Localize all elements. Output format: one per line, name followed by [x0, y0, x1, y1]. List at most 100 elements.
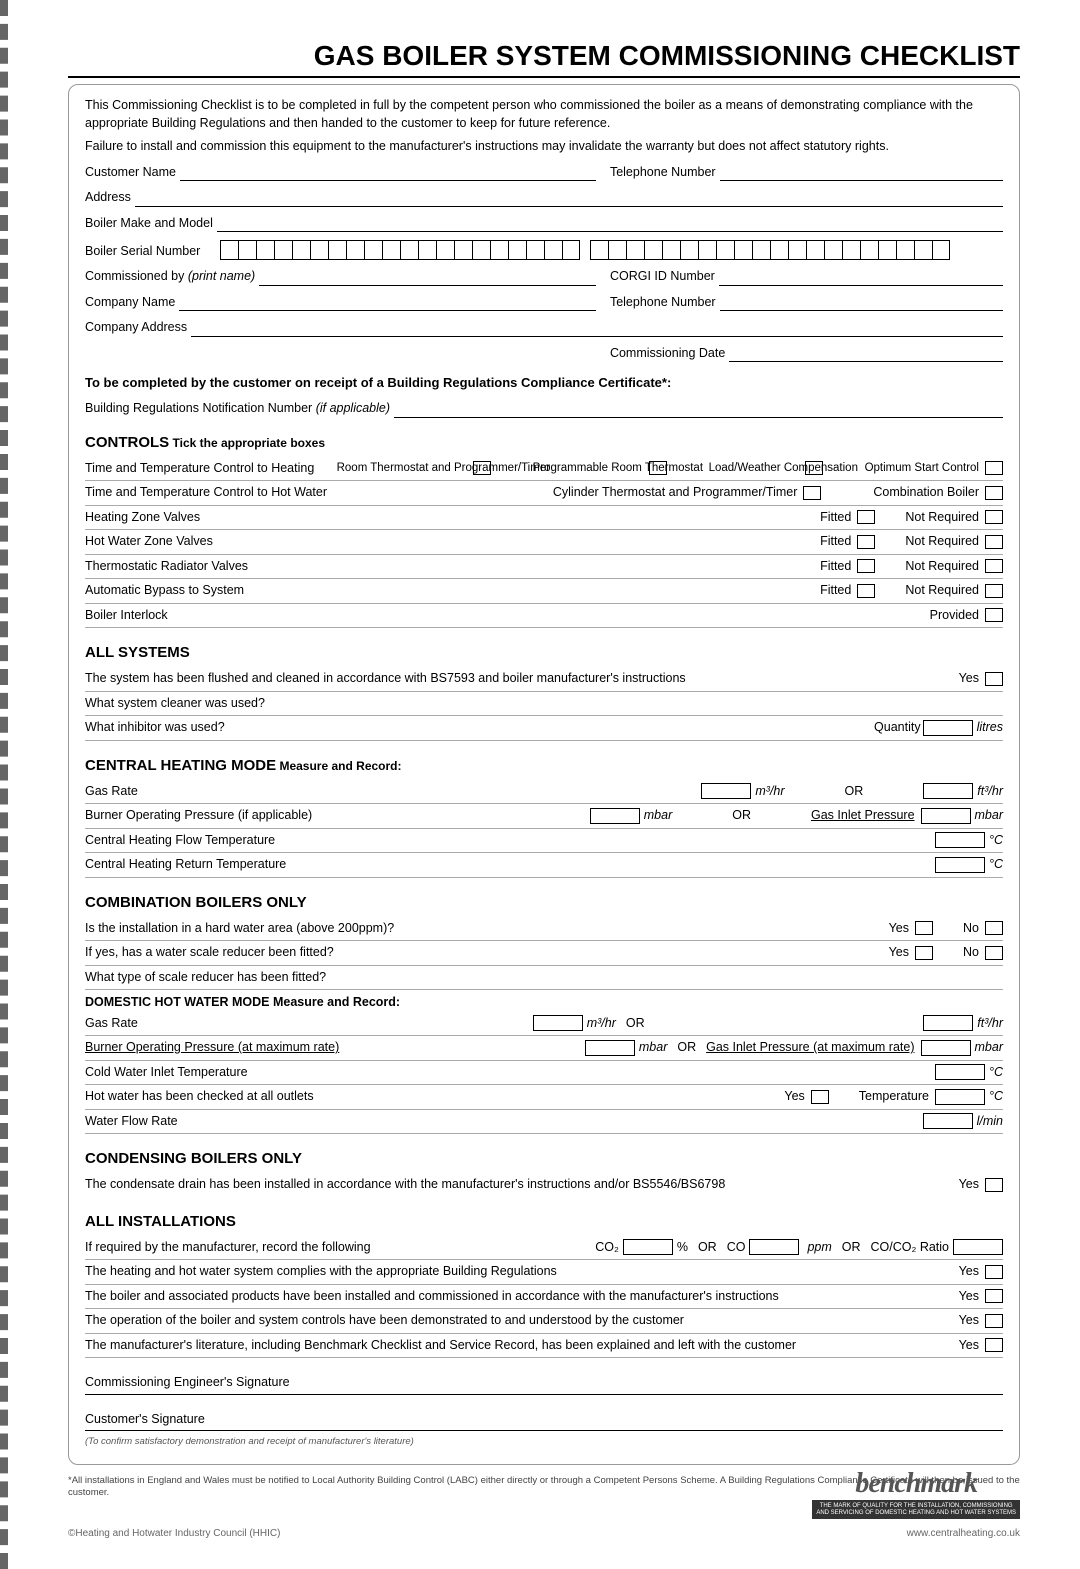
- ch-burner-label: Burner Operating Pressure (if applicable…: [85, 807, 590, 825]
- chk-hw-no[interactable]: [985, 921, 1003, 935]
- lmin-unit: l/min: [977, 1113, 1003, 1131]
- controls-row-0: Heating Zone Valves: [85, 509, 814, 527]
- dhw-burner-mbar[interactable]: [585, 1040, 635, 1056]
- chk-flush-yes[interactable]: [985, 672, 1003, 686]
- controls-row-4: Boiler Interlock: [85, 607, 804, 625]
- ch-gas-rate-label: Gas Rate: [85, 783, 701, 801]
- boiler-make-input[interactable]: [217, 218, 1003, 232]
- chk-0-a[interactable]: [857, 510, 875, 524]
- company-address-input[interactable]: [191, 323, 1003, 337]
- dhw-gas-rate-ft3[interactable]: [923, 1015, 973, 1031]
- dhw-gas-rate-m3[interactable]: [533, 1015, 583, 1031]
- chk-combi-boiler[interactable]: [985, 486, 1003, 500]
- cleaner-label: What system cleaner was used?: [85, 695, 1003, 713]
- chk-prog-rt[interactable]: [649, 461, 667, 475]
- corgi-id-input[interactable]: [719, 272, 1003, 286]
- hot-checked-label: Hot water has been checked at all outlet…: [85, 1088, 784, 1106]
- chk-sr-no[interactable]: [985, 946, 1003, 960]
- chk-cond-yes[interactable]: [985, 1178, 1003, 1192]
- chk-3-a[interactable]: [857, 584, 875, 598]
- temp-input[interactable]: [935, 1089, 985, 1105]
- cold-inlet-input[interactable]: [935, 1064, 985, 1080]
- heating-control-label: Time and Temperature Control to Heating: [85, 460, 331, 478]
- qty-input[interactable]: [923, 720, 973, 736]
- or-4: OR: [677, 1039, 696, 1057]
- dhw-inlet-mbar[interactable]: [921, 1040, 971, 1056]
- intro-p1: This Commissioning Checklist is to be co…: [85, 97, 1003, 132]
- opt-prog-rt: Programmable Room Thermostat: [533, 462, 643, 475]
- company-name-label: Company Name: [85, 294, 175, 312]
- opt-cyl-thermo: Cylinder Thermostat and Programmer/Timer: [553, 484, 798, 502]
- boiler-make-label: Boiler Make and Model: [85, 215, 213, 233]
- mbar-4: mbar: [975, 1039, 1003, 1057]
- hw-yes: Yes: [889, 920, 909, 938]
- chk-hot-yes[interactable]: [811, 1090, 829, 1104]
- or-5: OR: [698, 1239, 717, 1257]
- ch-inlet-mbar[interactable]: [921, 808, 971, 824]
- ch-return-temp-label: Central Heating Return Temperature: [85, 856, 935, 874]
- chk-lw-comp[interactable]: [805, 461, 823, 475]
- sr-yes: Yes: [889, 944, 909, 962]
- co2-input[interactable]: [623, 1239, 673, 1255]
- chk-0-b[interactable]: [985, 510, 1003, 524]
- opt-rt-pt: Room Thermostat and Programmer/Timer: [337, 462, 467, 475]
- company-tel-label: Telephone Number: [610, 294, 716, 312]
- ch-flow-temp-input[interactable]: [935, 832, 985, 848]
- dhw-burner-label: Burner Operating Pressure (at maximum ra…: [85, 1039, 585, 1057]
- chk-r5[interactable]: [985, 1338, 1003, 1352]
- chk-cyl-thermo[interactable]: [803, 486, 821, 500]
- condensate-label: The condensate drain has been installed …: [85, 1176, 953, 1194]
- commissioned-by-input[interactable]: [259, 272, 596, 286]
- ch-gas-rate-ft3[interactable]: [923, 783, 973, 799]
- or-label: OR: [845, 783, 864, 801]
- company-address-label: Company Address: [85, 319, 187, 337]
- chk-sr-yes[interactable]: [915, 946, 933, 960]
- degc-4: °C: [989, 1088, 1003, 1106]
- customer-name-input[interactable]: [180, 167, 596, 181]
- page-title: GAS BOILER SYSTEM COMMISSIONING CHECKLIS…: [68, 40, 1020, 78]
- ratio-input[interactable]: [953, 1239, 1003, 1255]
- opt-opt-start: Optimum Start Control: [865, 462, 979, 475]
- chk-3-b[interactable]: [985, 584, 1003, 598]
- chk-r3[interactable]: [985, 1289, 1003, 1303]
- ratio-label: CO/CO₂ Ratio: [871, 1239, 949, 1257]
- ch-heading: CENTRAL HEATING MODE Measure and Record:: [85, 755, 1003, 776]
- chk-rt-pt[interactable]: [473, 461, 491, 475]
- installed-label: The boiler and associated products have …: [85, 1288, 953, 1306]
- chk-1-a[interactable]: [857, 535, 875, 549]
- brn-input[interactable]: [394, 404, 1003, 418]
- company-name-input[interactable]: [179, 297, 596, 311]
- ch-burner-mbar[interactable]: [590, 808, 640, 824]
- complies-label: The heating and hot water system complie…: [85, 1263, 953, 1281]
- r5-yes: Yes: [959, 1337, 979, 1355]
- engineer-signature[interactable]: Commissioning Engineer's Signature: [85, 1358, 1003, 1395]
- co-input[interactable]: [749, 1239, 799, 1255]
- telephone-input[interactable]: [720, 167, 1003, 181]
- chk-4-b[interactable]: [985, 608, 1003, 622]
- chk-2-a[interactable]: [857, 559, 875, 573]
- or-label-2: OR: [732, 807, 751, 825]
- dhw-heading: DOMESTIC HOT WATER MODE Measure and Reco…: [85, 994, 1003, 1012]
- chk-r4[interactable]: [985, 1314, 1003, 1328]
- ch-return-temp-input[interactable]: [935, 857, 985, 873]
- chk-r2[interactable]: [985, 1265, 1003, 1279]
- address-input[interactable]: [135, 193, 1003, 207]
- boiler-serial-input[interactable]: [220, 240, 960, 260]
- condensing-heading: CONDENSING BOILERS ONLY: [85, 1148, 1003, 1169]
- chk-hw-yes[interactable]: [915, 921, 933, 935]
- chk-2-b[interactable]: [985, 559, 1003, 573]
- flow-rate-input[interactable]: [923, 1113, 973, 1129]
- hard-water-label: Is the installation in a hard water area…: [85, 920, 883, 938]
- customer-signature[interactable]: Customer's Signature: [85, 1395, 1003, 1432]
- company-tel-input[interactable]: [720, 297, 1003, 311]
- boiler-serial-label: Boiler Serial Number: [85, 243, 200, 261]
- chk-opt-start[interactable]: [985, 461, 1003, 475]
- ch-flow-temp-label: Central Heating Flow Temperature: [85, 832, 935, 850]
- m3hr-unit: m³/hr: [755, 783, 784, 801]
- pct-label: %: [677, 1239, 688, 1257]
- ft3hr-unit: ft³/hr: [977, 783, 1003, 801]
- flow-rate-label: Water Flow Rate: [85, 1113, 923, 1131]
- chk-1-b[interactable]: [985, 535, 1003, 549]
- commissioning-date-input[interactable]: [729, 348, 1003, 362]
- ch-gas-rate-m3[interactable]: [701, 783, 751, 799]
